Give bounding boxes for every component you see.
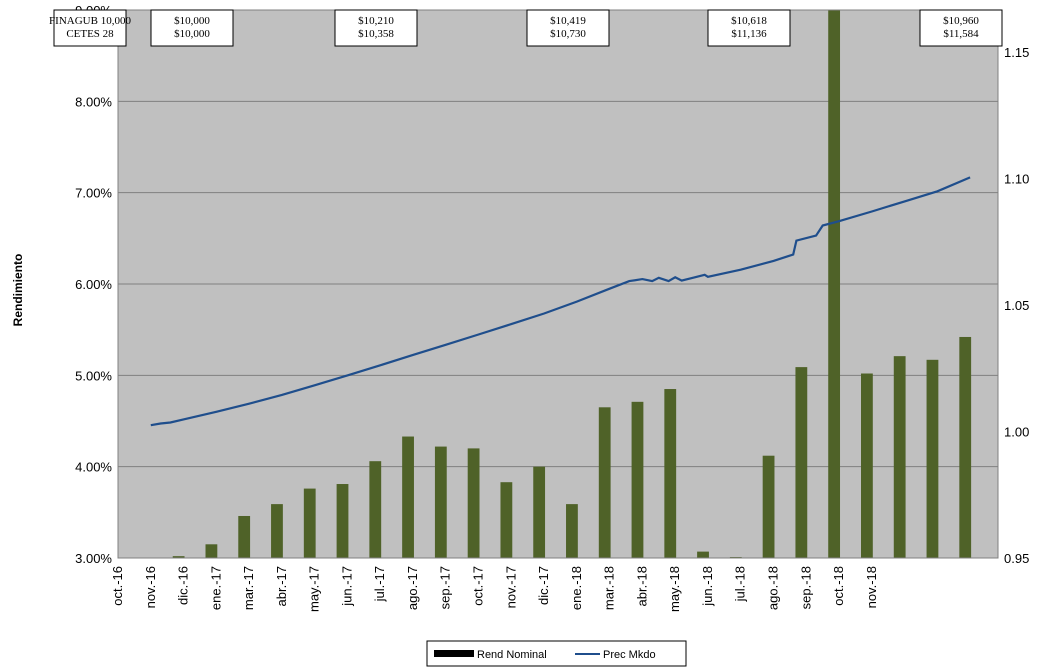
x-tick-label: nov.-16 xyxy=(143,566,158,608)
bar xyxy=(697,551,709,558)
bar xyxy=(402,436,414,558)
annotation-bottom: $11,136 xyxy=(731,28,767,40)
bar xyxy=(467,448,480,558)
x-tick-label: nov.-17 xyxy=(503,566,518,608)
bar xyxy=(369,461,382,558)
y-right-tick-label: 1.00 xyxy=(1004,425,1029,440)
x-tick-label: dic.-17 xyxy=(536,566,551,605)
x-tick-label: oct.-17 xyxy=(471,566,486,606)
x-tick-label: sep.-17 xyxy=(438,566,453,609)
annotation-bottom: $10,000 xyxy=(174,28,210,40)
bar xyxy=(271,504,283,558)
y-left-tick-label: 3.00% xyxy=(75,551,112,566)
bar xyxy=(828,10,841,558)
annotation-bottom: $10,730 xyxy=(550,28,586,40)
x-tick-label: sep.-18 xyxy=(798,566,813,609)
bar xyxy=(861,373,873,558)
legend-label-bar: Rend Nominal xyxy=(477,649,547,661)
annotation-frame xyxy=(334,9,418,47)
bars xyxy=(172,10,972,558)
y-left-tick-label: 7.00% xyxy=(75,186,112,201)
x-tick-label: oct.-16 xyxy=(110,566,125,606)
line-series xyxy=(150,176,971,427)
annotation-top: $10,618 xyxy=(731,15,767,27)
annotation-frame xyxy=(919,9,1003,47)
bar xyxy=(926,359,939,558)
annotation-bottom: CETES 28 xyxy=(66,28,114,40)
x-tick-label: jun.-18 xyxy=(700,566,715,607)
bar xyxy=(303,488,316,558)
y-axis-label: Rendimiento xyxy=(11,254,25,327)
annotation-box: $10,210$10,358 xyxy=(334,9,418,47)
annotation-bottom: $11,584 xyxy=(943,28,979,40)
annotation-top: $10,419 xyxy=(550,15,586,27)
bar xyxy=(336,484,349,558)
line-prec-mkdo xyxy=(150,176,971,427)
y-right-tick-label: 1.15 xyxy=(1004,45,1029,60)
y-left-tick-label: 8.00% xyxy=(75,94,112,109)
x-tick-label: oct.-18 xyxy=(831,566,846,606)
y-right-tick-label: 1.10 xyxy=(1004,172,1029,187)
x-tick-label: ene.-18 xyxy=(569,566,584,610)
x-tick-label: mar.-17 xyxy=(241,566,256,610)
annotation-box: $10,000$10,000 xyxy=(150,9,234,47)
y-left-tick-label: 6.00% xyxy=(75,277,112,292)
annotation-box: $10,419$10,730 xyxy=(526,9,610,47)
x-tick-label: nov.-18 xyxy=(864,566,879,608)
x-tick-label: abr.-17 xyxy=(274,566,289,606)
annotation-bottom: $10,358 xyxy=(358,28,394,40)
x-tick-label: ago.-17 xyxy=(405,566,420,610)
bar xyxy=(500,482,513,558)
x-tick-label: ago.-18 xyxy=(765,566,780,610)
y-right-tick-label: 0.95 xyxy=(1004,551,1029,566)
legend-label-line: Prec Mkdo xyxy=(603,649,656,661)
x-tick-label: jul.-18 xyxy=(733,566,748,602)
y-left-axis: 3.00%4.00%5.00%6.00%7.00%8.00%9.00% xyxy=(75,3,112,566)
bar xyxy=(631,401,644,558)
gridlines xyxy=(118,100,998,468)
y-right-axis: 0.95 1.00 1.05 1.10 1.15 xyxy=(1004,45,1029,566)
x-tick-label: mar.-18 xyxy=(602,566,617,610)
bar xyxy=(172,556,185,558)
annotation-box: $10,618$11,136 xyxy=(707,9,791,47)
annotation-top: $10,000 xyxy=(174,15,210,27)
y-right-tick-label: 1.05 xyxy=(1004,298,1029,313)
annotation-top: $10,960 xyxy=(943,15,979,27)
bar xyxy=(893,356,906,558)
annotation-frame xyxy=(53,9,127,47)
x-tick-label: dic.-16 xyxy=(176,566,191,605)
bar xyxy=(434,446,447,558)
y-left-tick-label: 5.00% xyxy=(75,368,112,383)
bar xyxy=(205,544,218,558)
annotation-frame xyxy=(150,9,234,47)
x-tick-label: jun.-17 xyxy=(339,566,354,607)
x-axis: oct.-16 nov.-16 dic.-16 ene.-17 mar.-17 abr.-… xyxy=(110,566,879,612)
bar xyxy=(664,389,677,558)
annotation-top: $10,210 xyxy=(358,15,394,27)
bar xyxy=(959,336,972,558)
x-tick-label: jul.-17 xyxy=(372,566,387,602)
bar xyxy=(598,407,611,558)
bar xyxy=(762,455,775,558)
bar xyxy=(566,504,578,558)
annotation-top: FINAGUB 10,000 xyxy=(49,15,131,27)
legend: Rend Nominal Prec Mkdo xyxy=(426,640,687,667)
annotation-frame xyxy=(526,9,610,47)
x-tick-label: ene.-17 xyxy=(208,566,223,610)
annotation-box: $10,960$11,584 xyxy=(919,9,1003,47)
x-tick-label: may.-17 xyxy=(307,566,322,612)
bar xyxy=(795,367,808,558)
x-tick-label: abr.-18 xyxy=(634,566,649,606)
annotation-frame xyxy=(707,9,791,47)
y-left-tick-label: 4.00% xyxy=(75,460,112,475)
bar xyxy=(238,515,251,558)
legend-swatch-bar xyxy=(434,650,474,657)
x-tick-label: may.-18 xyxy=(667,566,682,612)
bar xyxy=(533,466,546,558)
